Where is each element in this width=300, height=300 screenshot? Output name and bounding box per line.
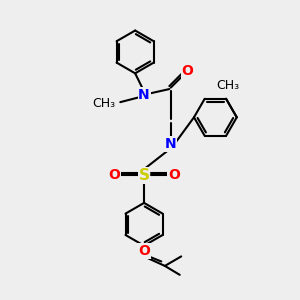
Text: CH₃: CH₃ [216, 79, 239, 92]
Text: S: S [139, 168, 150, 183]
Text: N: N [138, 88, 150, 102]
Text: O: O [181, 64, 193, 78]
Text: O: O [138, 244, 150, 258]
Text: O: O [108, 168, 120, 182]
Text: O: O [168, 168, 180, 182]
Text: N: N [165, 137, 177, 151]
Text: CH₃: CH₃ [93, 98, 116, 110]
